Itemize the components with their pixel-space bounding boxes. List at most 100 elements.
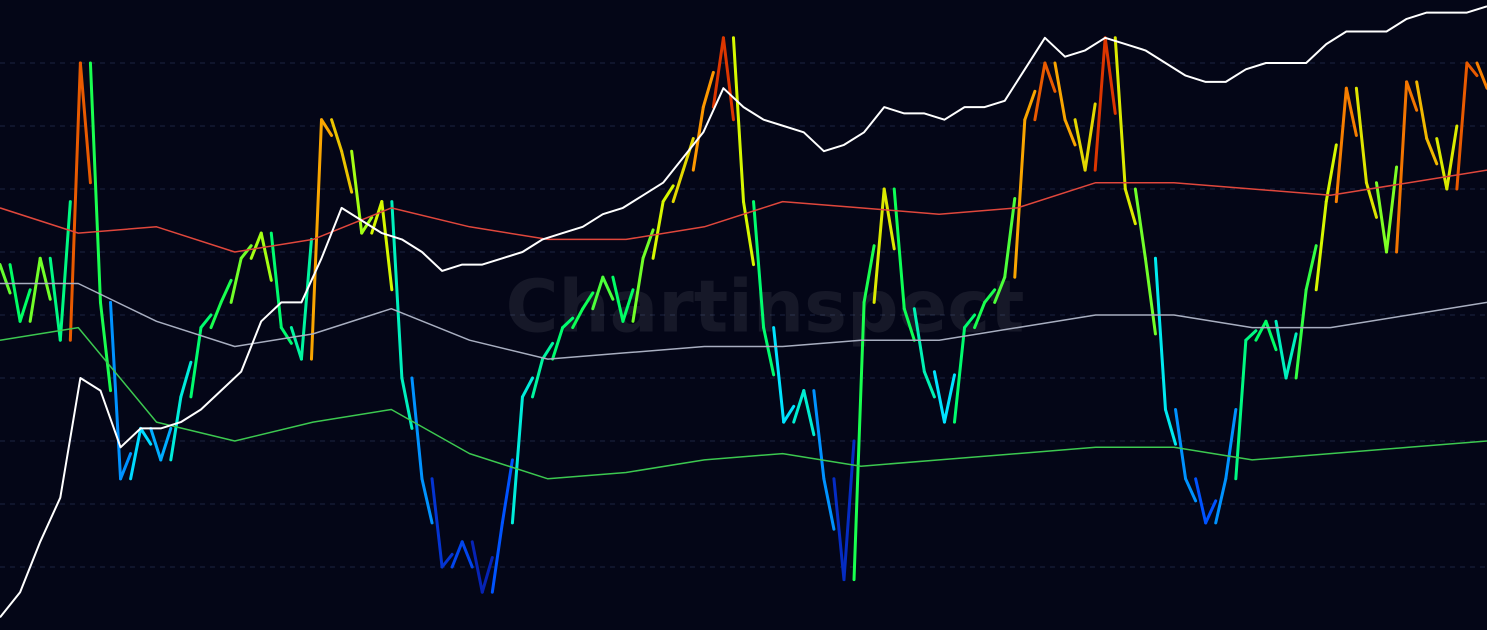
- oscillator-segment: [782, 404, 796, 424]
- oscillator-segment: [410, 376, 424, 481]
- oscillator-segment: [219, 278, 233, 304]
- oscillator-segment: [1385, 165, 1399, 254]
- oscillator-segment: [1143, 256, 1157, 336]
- oscillator-segment: [430, 477, 444, 569]
- oscillator-segment: [360, 215, 374, 235]
- oscillator-segment: [1003, 196, 1017, 279]
- oscillator-segment: [1123, 187, 1137, 226]
- oscillator-segment: [932, 370, 946, 424]
- oscillator-segment: [531, 357, 545, 399]
- oscillator-segment: [721, 36, 735, 122]
- oscillator-segment: [1073, 118, 1087, 172]
- oscillator-segment: [812, 389, 826, 481]
- oscillator-segment: [309, 118, 324, 361]
- oscillator-segment: [1133, 187, 1147, 260]
- oscillator-segment: [48, 256, 62, 342]
- oscillator-segment: [390, 200, 404, 380]
- oscillator-segment: [1445, 124, 1459, 191]
- oscillator-segment: [330, 118, 344, 153]
- oscillator-segment: [1475, 61, 1487, 90]
- oscillator-segment: [1364, 181, 1378, 219]
- oscillator-segment: [470, 540, 484, 594]
- oscillator-segment: [149, 426, 163, 462]
- oscillator-segment: [1013, 118, 1027, 279]
- oscillator-segment: [862, 244, 876, 304]
- oscillator-segment: [1374, 181, 1389, 254]
- oscillator-segment: [1425, 137, 1439, 166]
- oscillator-segment: [1274, 319, 1288, 380]
- oscillator-segment: [1415, 80, 1429, 141]
- oscillator-segment: [1214, 477, 1228, 525]
- oscillator-segment: [8, 263, 22, 323]
- oscillator-segment: [651, 200, 665, 260]
- oscillator-segment: [571, 307, 585, 330]
- oscillator-segment: [661, 184, 675, 204]
- oscillator-segment: [1465, 61, 1479, 78]
- oscillator-segment: [279, 326, 293, 345]
- oscillator-segment: [541, 341, 555, 361]
- oscillator-segment: [1063, 118, 1077, 147]
- oscillator-segment: [139, 426, 153, 446]
- oscillator-segment: [1455, 61, 1469, 191]
- oscillator-segment: [510, 395, 524, 525]
- oscillator-segment: [1163, 408, 1178, 446]
- oscillator-segment: [671, 168, 685, 204]
- oscillator-segment: [1264, 319, 1278, 352]
- oscillator-segment: [1314, 200, 1328, 292]
- oscillator-segment: [78, 61, 92, 185]
- oscillator-segment: [520, 376, 535, 399]
- oscillator-segment: [68, 61, 82, 342]
- oscillator-segment: [1113, 36, 1127, 191]
- oscillator-segment: [239, 244, 253, 260]
- oscillator-segment: [711, 36, 725, 109]
- oscillator-segment: [832, 477, 846, 582]
- oscillator-segment: [420, 477, 434, 525]
- oscillator-segment: [1395, 80, 1409, 254]
- oscillator-segment: [380, 200, 394, 292]
- oscillator-segment: [601, 275, 615, 301]
- series-line: [0, 5, 1487, 619]
- oscillator-segment: [902, 307, 916, 342]
- oscillator-segment: [1304, 244, 1318, 292]
- oscillator-segment: [802, 389, 816, 437]
- oscillator-segment: [993, 275, 1007, 304]
- oscillator-segment: [892, 187, 906, 311]
- oscillator-segment: [1354, 86, 1368, 185]
- oscillator-segment: [1435, 137, 1449, 191]
- oscillator-segment: [822, 477, 836, 531]
- oscillator-segment: [1224, 408, 1238, 481]
- oscillator-segment: [440, 552, 454, 569]
- oscillator-segment: [581, 291, 595, 311]
- oscillator-segment: [952, 326, 967, 424]
- oscillator-segment: [852, 300, 866, 582]
- oscillator-segment: [591, 275, 605, 311]
- oscillator-segment: [963, 313, 977, 330]
- oscillator-segment: [98, 300, 113, 393]
- oscillator-segment: [259, 231, 273, 282]
- oscillator-segment: [88, 61, 102, 304]
- oscillator-segment: [1254, 319, 1268, 342]
- oscillator-segment: [1184, 477, 1198, 503]
- oscillator-segment: [561, 316, 575, 330]
- oscillator-segment: [762, 326, 776, 377]
- oscillator-segment: [129, 426, 143, 481]
- oscillator-segment: [229, 256, 243, 304]
- series-line: [0, 326, 1487, 480]
- oscillator-segment: [159, 426, 173, 462]
- oscillator-segment: [119, 452, 133, 481]
- series-line: [0, 282, 1487, 360]
- oscillator-segment: [551, 326, 565, 361]
- oscillator-segment: [621, 288, 635, 323]
- oscillator-segment: [38, 256, 52, 301]
- oscillator-segment: [58, 200, 72, 342]
- oscillator-segment: [18, 288, 32, 323]
- oscillator-segment: [0, 263, 12, 295]
- oscillator-segment: [752, 200, 766, 330]
- oscillator-segment: [269, 231, 283, 330]
- oscillator-segment: [872, 187, 886, 304]
- oscillator-segment: [1194, 477, 1208, 525]
- oscillator-segment: [179, 360, 193, 399]
- oscillator-segment: [1153, 256, 1167, 411]
- oscillator-segment: [109, 300, 123, 481]
- oscillator-segment: [1174, 408, 1188, 481]
